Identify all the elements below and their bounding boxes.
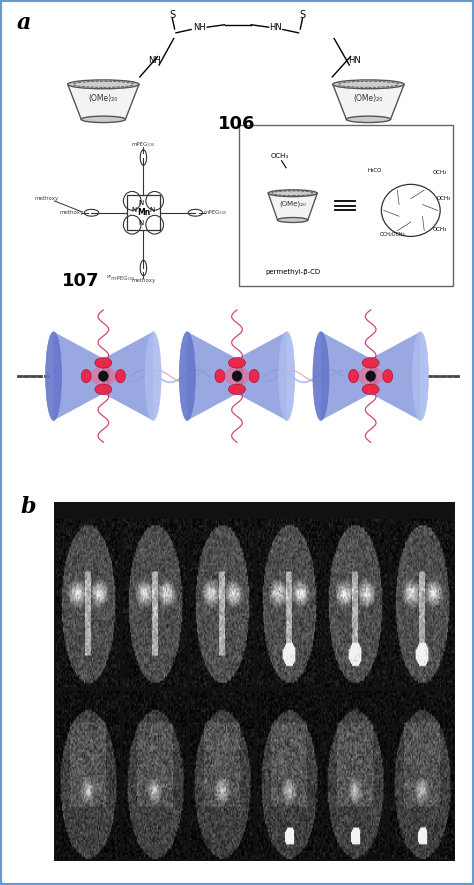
Text: 107: 107 [62, 273, 100, 290]
Ellipse shape [46, 332, 62, 420]
Ellipse shape [366, 371, 375, 381]
Text: OCH₂OCH₃: OCH₂OCH₃ [380, 232, 406, 236]
Ellipse shape [95, 358, 112, 368]
Ellipse shape [369, 358, 377, 395]
Ellipse shape [101, 358, 109, 395]
Ellipse shape [333, 80, 404, 88]
Ellipse shape [348, 369, 358, 382]
Ellipse shape [81, 116, 126, 122]
Text: H₃CO: H₃CO [368, 167, 383, 173]
Text: OCH₃: OCH₃ [433, 227, 447, 232]
Text: N: N [138, 220, 144, 226]
Text: 2 min: 2 min [142, 864, 167, 873]
Text: Mn: Mn [137, 208, 150, 217]
Ellipse shape [412, 332, 428, 420]
Text: N: N [150, 207, 155, 213]
Text: (OMe)₂₀: (OMe)₂₀ [354, 94, 383, 103]
Text: N: N [132, 207, 137, 213]
Polygon shape [268, 193, 317, 220]
Ellipse shape [97, 358, 105, 395]
Ellipse shape [116, 369, 126, 382]
Ellipse shape [362, 358, 379, 368]
Ellipse shape [95, 384, 112, 395]
Text: OCH₃: OCH₃ [270, 153, 288, 159]
Text: 5 min: 5 min [209, 864, 234, 873]
Text: NH: NH [148, 56, 161, 65]
Text: 10 min: 10 min [273, 864, 304, 873]
Ellipse shape [279, 332, 295, 420]
Text: methoxy: methoxy [34, 196, 58, 201]
Text: b: b [21, 496, 36, 519]
Ellipse shape [277, 218, 308, 222]
Ellipse shape [235, 358, 243, 395]
Text: Pre-injection: Pre-injection [59, 864, 116, 873]
Text: HN: HN [269, 23, 282, 32]
Polygon shape [106, 332, 153, 420]
Ellipse shape [145, 332, 161, 420]
FancyBboxPatch shape [239, 125, 453, 286]
Text: mPEG₅₀₀: mPEG₅₀₀ [132, 142, 155, 148]
Text: 25 min: 25 min [406, 864, 438, 873]
Text: OCH₃: OCH₃ [437, 196, 451, 201]
FancyBboxPatch shape [55, 503, 456, 860]
Polygon shape [54, 332, 101, 420]
Ellipse shape [365, 358, 373, 395]
Text: OCH₃: OCH₃ [433, 170, 447, 175]
Text: ᴹᴾmPEG₅₀₀: ᴹᴾmPEG₅₀₀ [107, 276, 135, 281]
Ellipse shape [383, 369, 393, 382]
Ellipse shape [68, 80, 139, 88]
Ellipse shape [81, 369, 91, 382]
Ellipse shape [179, 332, 195, 420]
Ellipse shape [346, 116, 391, 122]
Text: methoxy: methoxy [60, 211, 84, 215]
Ellipse shape [232, 371, 242, 381]
Ellipse shape [228, 384, 246, 395]
Text: N: N [138, 199, 144, 205]
Ellipse shape [249, 369, 259, 382]
Text: NH: NH [193, 23, 206, 32]
Ellipse shape [313, 332, 329, 420]
Text: HN: HN [348, 56, 361, 65]
Polygon shape [333, 84, 404, 119]
Polygon shape [239, 332, 287, 420]
Text: methoxy: methoxy [131, 278, 155, 283]
Ellipse shape [99, 371, 108, 381]
Polygon shape [68, 84, 139, 119]
Text: (OMe)₂₀: (OMe)₂₀ [279, 201, 306, 207]
Text: a: a [17, 12, 31, 34]
Text: permethyl-β-CD: permethyl-β-CD [265, 269, 320, 275]
Ellipse shape [215, 369, 225, 382]
Text: 20 min: 20 min [339, 864, 371, 873]
Text: S: S [169, 10, 175, 19]
Polygon shape [85, 363, 121, 389]
Text: 106: 106 [218, 115, 256, 133]
Ellipse shape [362, 384, 379, 395]
Text: (OMe)₂₀: (OMe)₂₀ [89, 94, 118, 103]
Polygon shape [321, 332, 368, 420]
Polygon shape [353, 363, 389, 389]
Polygon shape [219, 363, 255, 389]
Polygon shape [187, 332, 235, 420]
Polygon shape [373, 332, 420, 420]
Ellipse shape [268, 190, 317, 196]
Text: S: S [300, 10, 306, 19]
Text: mPEG₅₀₀: mPEG₅₀₀ [203, 211, 227, 215]
Ellipse shape [231, 358, 239, 395]
Ellipse shape [228, 358, 246, 368]
